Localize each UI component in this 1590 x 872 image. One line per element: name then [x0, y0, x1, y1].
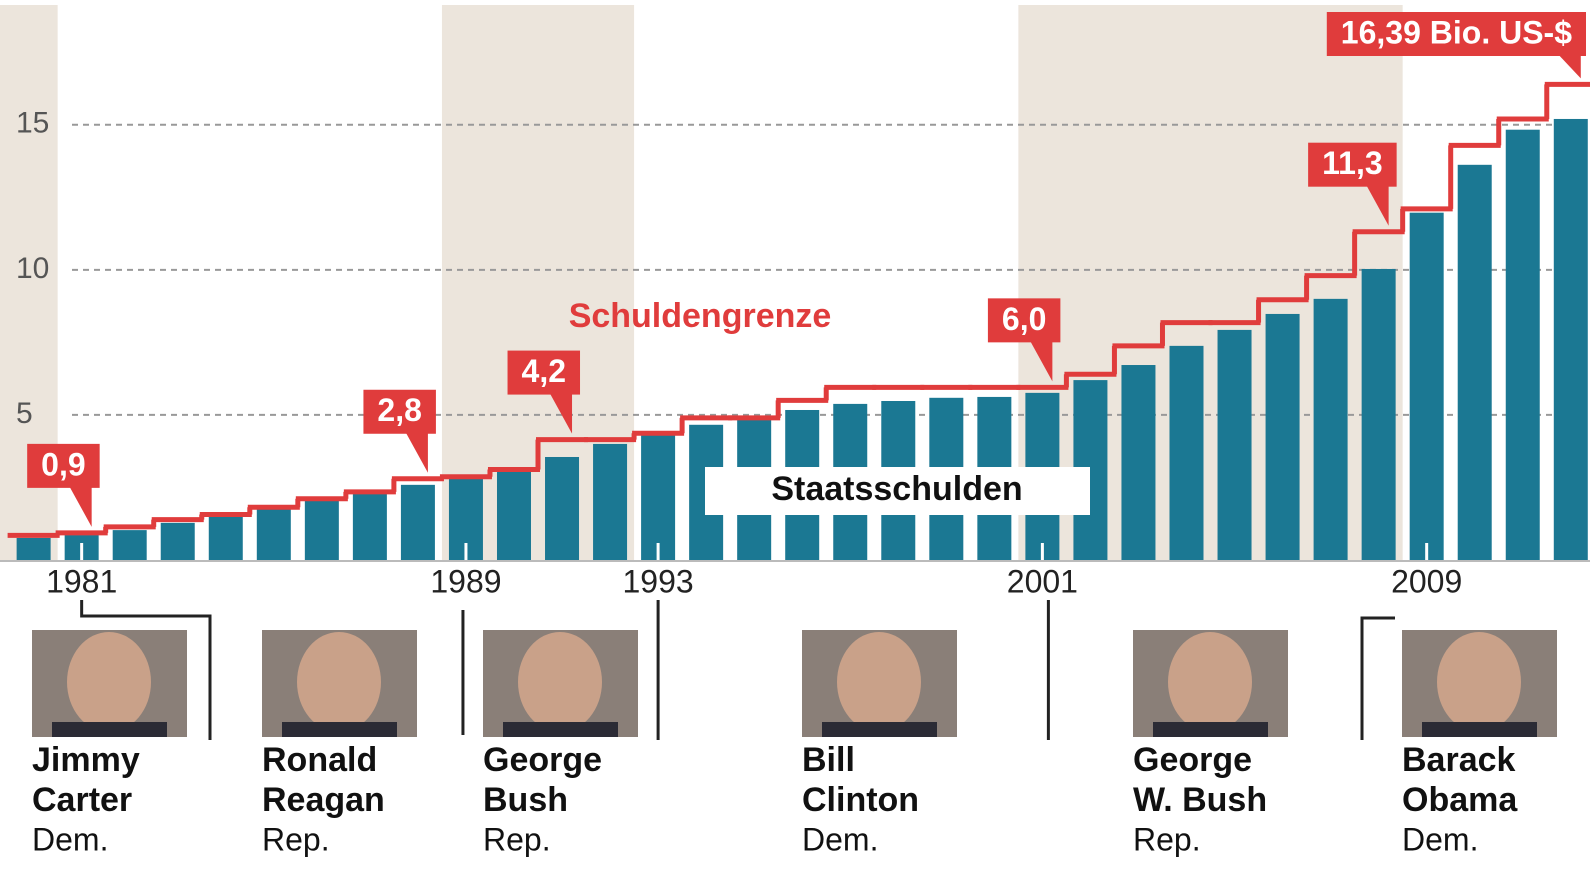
president-name: W. Bush [1133, 781, 1267, 819]
president-name: Bill [802, 741, 855, 779]
portrait-face [1168, 632, 1252, 732]
bar [353, 493, 387, 560]
callout-label: 6,0 [1002, 301, 1046, 337]
bar [1554, 119, 1588, 560]
bar [1458, 165, 1492, 560]
bar [1362, 269, 1396, 560]
portrait-face [1437, 632, 1521, 732]
bar [1169, 346, 1203, 560]
president-party: Dem. [802, 821, 878, 857]
bar [401, 485, 435, 560]
callout-label: 4,2 [522, 353, 566, 389]
bar [305, 500, 339, 560]
y-tick-label: 15 [16, 107, 49, 140]
bar [1218, 330, 1252, 560]
bar [161, 523, 195, 560]
bar [1410, 213, 1444, 560]
portrait-face [518, 632, 602, 732]
callout-label: 16,39 Bio. US-$ [1341, 14, 1572, 50]
bar [593, 444, 627, 560]
x-tick-label: 1989 [430, 563, 501, 599]
bar [641, 435, 675, 560]
callout-label: 0,9 [41, 446, 85, 482]
president-party: Dem. [32, 821, 108, 857]
president-name: Obama [1402, 781, 1518, 819]
president-name: Clinton [802, 781, 919, 819]
portrait-face [837, 632, 921, 732]
callout-label: 2,8 [377, 392, 421, 428]
bar [1266, 314, 1300, 560]
bar [209, 516, 243, 560]
x-tick-label: 2001 [1007, 563, 1078, 599]
portrait-suit [282, 722, 397, 737]
president-name: George [483, 741, 602, 779]
president-party: Rep. [483, 821, 551, 857]
x-tick-label: 2009 [1391, 563, 1462, 599]
portrait-suit [1153, 722, 1268, 737]
bar [545, 457, 579, 560]
president-name: Barack [1402, 741, 1516, 779]
portrait-suit [822, 722, 937, 737]
president-name: Jimmy [32, 741, 140, 779]
callout-pointer [1559, 55, 1581, 78]
y-tick-label: 5 [16, 397, 33, 430]
chart: 5 10 15 1981 1989 1993 2001 2009 Schuldengrenze S… [0, 0, 1590, 872]
x-tick-label: 1981 [46, 563, 117, 599]
portrait-face [67, 632, 151, 732]
president-party: Rep. [1133, 821, 1201, 857]
president-name: Bush [483, 781, 568, 819]
president-name: Reagan [262, 781, 385, 819]
portrait-suit [1422, 722, 1537, 737]
bar [1121, 365, 1155, 560]
president-party: Dem. [1402, 821, 1478, 857]
callout-pointer [70, 487, 92, 527]
bar [1314, 299, 1348, 560]
portrait-suit [52, 722, 167, 737]
y-tick-label: 10 [16, 252, 49, 285]
bar [1506, 130, 1540, 560]
x-tick-label: 1993 [623, 563, 694, 599]
portrait-suit [503, 722, 618, 737]
bar [113, 530, 147, 560]
callout-pointer [406, 433, 428, 473]
portrait-face [297, 632, 381, 732]
term-connector [1362, 618, 1395, 740]
president-name: Carter [32, 781, 132, 819]
series-label: Schuldengrenze [569, 297, 832, 335]
president-name: George [1133, 741, 1252, 779]
bar [17, 538, 51, 560]
bar [257, 508, 291, 560]
series-label: Staatsschulden [771, 470, 1022, 508]
president-name: Ronald [262, 741, 377, 779]
bar [497, 470, 531, 560]
president-party: Rep. [262, 821, 330, 857]
callout-label: 11,3 [1322, 145, 1383, 181]
